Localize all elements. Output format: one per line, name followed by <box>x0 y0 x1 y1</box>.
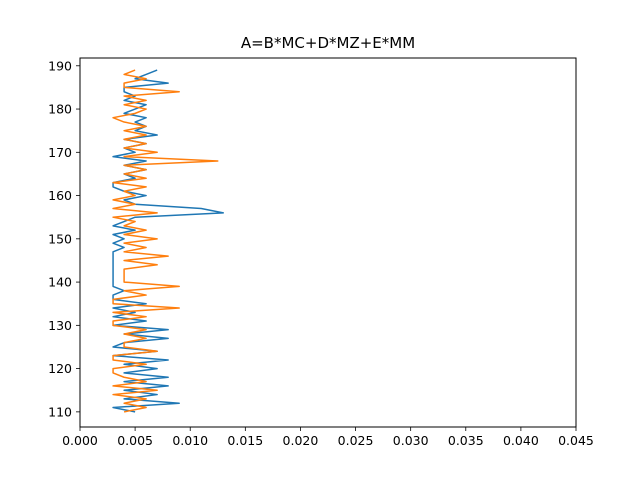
x-tick-label: 0.030 <box>393 433 429 448</box>
x-tick-label: 0.010 <box>172 433 208 448</box>
x-axis: 0.000 0.005 0.010 0.015 0.020 0.025 0.030 0.035… <box>62 427 594 448</box>
x-tick-label: 0.040 <box>503 433 539 448</box>
y-tick-label: 110 <box>48 404 72 419</box>
x-tick-label: 0.025 <box>338 433 374 448</box>
y-tick-label: 170 <box>48 145 72 160</box>
chart-title: A=B*MC+D*MZ+E*MM <box>241 34 415 52</box>
plot-frame <box>79 57 577 428</box>
series-line-2 <box>112 69 219 413</box>
series-group <box>112 69 225 413</box>
x-tick-label: 0.020 <box>283 433 319 448</box>
x-tick-label: 0.005 <box>117 433 153 448</box>
plot-area <box>79 57 577 428</box>
y-tick-label: 130 <box>48 318 72 333</box>
y-axis: 110 120 130 140 150 160 170 180 190 <box>48 58 80 419</box>
x-tick-label: 0.045 <box>558 433 594 448</box>
y-tick-label: 180 <box>48 102 72 117</box>
y-tick-label: 120 <box>48 361 72 376</box>
y-tick-label: 190 <box>48 58 72 73</box>
y-tick-label: 140 <box>48 275 72 290</box>
y-tick-label: 150 <box>48 231 72 246</box>
x-tick-label: 0.035 <box>448 433 484 448</box>
x-tick-label: 0.015 <box>227 433 263 448</box>
x-tick-label: 0.000 <box>62 433 98 448</box>
y-tick-label: 160 <box>48 188 72 203</box>
